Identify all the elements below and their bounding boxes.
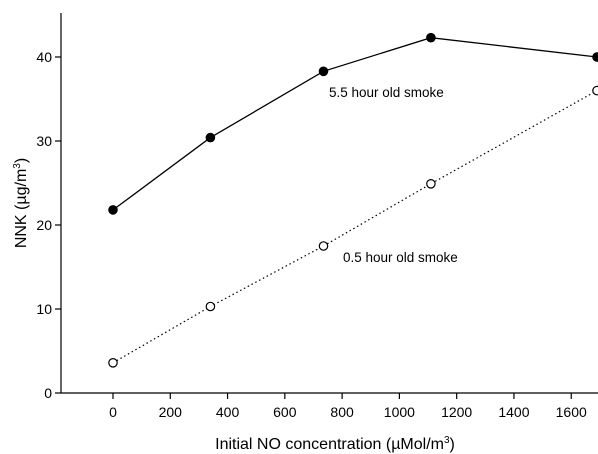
x-axis-title-sup: 3 — [444, 435, 450, 446]
y-tick-label: 30 — [36, 133, 52, 149]
x-tick-label: 1200 — [441, 404, 472, 420]
series-1 — [108, 85, 598, 368]
plot-area — [60, 13, 598, 394]
y-tick-label: 20 — [36, 217, 52, 233]
y-axis-title-end: ) — [13, 158, 30, 163]
y-axis-title-sup: 3 — [12, 163, 23, 169]
data-point — [108, 357, 118, 368]
data-point — [318, 241, 329, 251]
y-tick-label: 40 — [36, 49, 52, 65]
data-point — [318, 66, 329, 77]
series-label-0-5-hour: 0.5 hour old smoke — [343, 250, 458, 265]
data-point — [205, 132, 216, 143]
y-tick-label: 10 — [36, 301, 52, 317]
x-tick-label: 400 — [216, 404, 240, 420]
x-axis-title: Initial NO concentration (µMol/m3) — [215, 435, 455, 453]
data-point — [426, 32, 436, 43]
data-point — [592, 52, 598, 62]
data-point — [108, 205, 118, 215]
x-ticks: 0 200 400 600 800 1000 1200 1400 1600 — [109, 393, 587, 420]
series-0 — [108, 32, 598, 215]
data-point — [205, 301, 216, 312]
x-tick-label: 1000 — [384, 404, 415, 420]
y-axis-title: NNK (µg/m3) — [12, 158, 30, 248]
series-line — [112, 37, 598, 211]
y-axis-title-main: NNK (µg/m — [13, 169, 30, 248]
series-line — [112, 90, 598, 364]
data-point — [592, 85, 598, 96]
x-tick-label: 0 — [109, 404, 117, 420]
data-point — [426, 179, 436, 189]
x-tick-label: 800 — [330, 404, 354, 420]
x-axis-title-end: ) — [450, 436, 455, 453]
x-axis-title-main: Initial NO concentration (µMol/m — [215, 436, 444, 453]
series-label-5-5-hour: 5.5 hour old smoke — [329, 85, 444, 100]
x-tick-label: 1400 — [498, 404, 529, 420]
x-tick-label: 200 — [159, 404, 183, 420]
series-layer — [108, 32, 598, 368]
x-tick-label: 600 — [273, 404, 297, 420]
y-ticks: 0 10 20 30 40 — [36, 49, 61, 401]
x-tick-label: 1600 — [556, 404, 587, 420]
y-tick-label: 0 — [44, 385, 52, 401]
